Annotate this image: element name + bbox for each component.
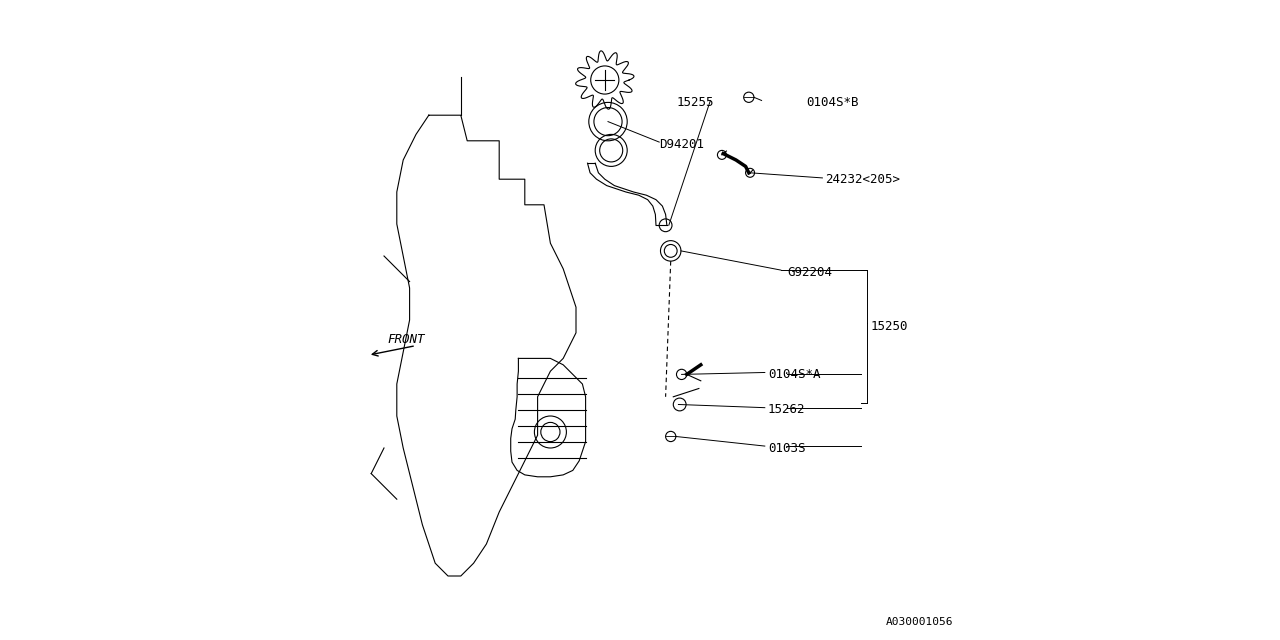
Text: 0104S*B: 0104S*B bbox=[806, 96, 859, 109]
Text: G92204: G92204 bbox=[787, 266, 832, 278]
Text: FRONT: FRONT bbox=[388, 333, 425, 346]
Text: D94201: D94201 bbox=[659, 138, 704, 150]
Text: 15262: 15262 bbox=[768, 403, 805, 416]
Text: 0104S*A: 0104S*A bbox=[768, 368, 820, 381]
Text: 15255: 15255 bbox=[676, 96, 714, 109]
Text: 0103S: 0103S bbox=[768, 442, 805, 454]
Text: A030001056: A030001056 bbox=[886, 617, 954, 627]
Text: 24232<205>: 24232<205> bbox=[826, 173, 901, 186]
Text: 15250: 15250 bbox=[870, 320, 908, 333]
